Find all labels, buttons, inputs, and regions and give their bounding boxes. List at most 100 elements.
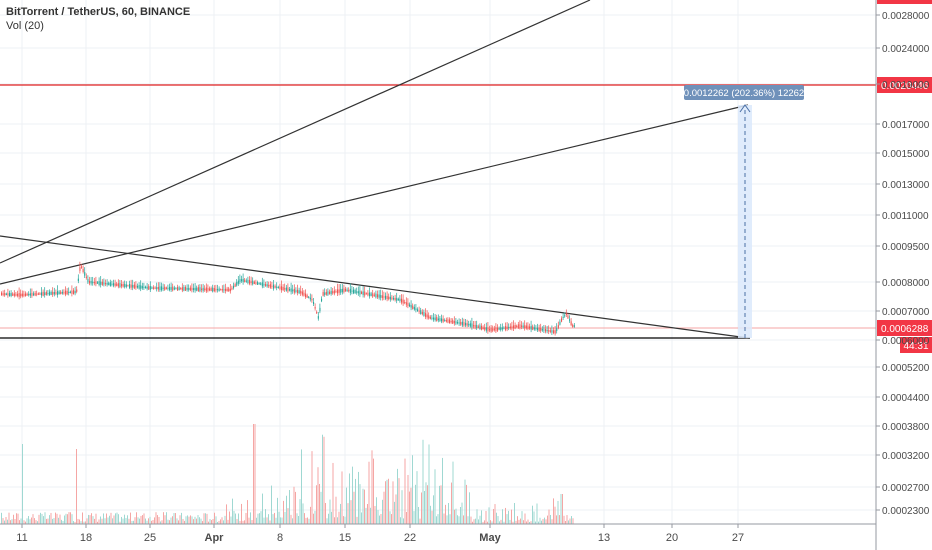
volume-bar (421, 492, 422, 524)
volume-bar (517, 516, 518, 524)
candle-body (282, 287, 284, 291)
volume-bar (373, 458, 374, 524)
volume-bar (452, 461, 454, 524)
volume-bar (355, 478, 356, 524)
candle-body (442, 318, 444, 322)
symbol-title[interactable]: BitTorrent / TetherUS, 60, BINANCE (6, 6, 191, 18)
volume-bar (163, 512, 164, 524)
volume-bar (122, 518, 124, 524)
volume-bar (82, 512, 83, 524)
candle-body (69, 291, 71, 294)
volume-bar (449, 514, 451, 524)
candle-body (73, 290, 75, 295)
candle-body (180, 288, 182, 290)
candle-body (549, 330, 551, 332)
volume-bar (8, 512, 10, 524)
volume-bar (422, 439, 424, 524)
candle-body (228, 288, 230, 292)
volume-bar (391, 514, 392, 524)
measure-tool[interactable]: 0.0012262 (202.36%) 12262 (684, 85, 804, 338)
candle-body (63, 291, 65, 294)
candle-body (562, 316, 564, 318)
volume-bar (193, 519, 194, 524)
volume-bar (431, 510, 433, 524)
volume-bar (263, 517, 265, 524)
candle-body (39, 293, 41, 295)
candle-body (170, 287, 172, 290)
volume-bar (145, 518, 146, 524)
volume-bar (550, 514, 551, 524)
volume-bar (533, 511, 535, 524)
volume-bar (269, 520, 271, 524)
candle-body (404, 302, 406, 304)
price-tick-label: 0.0003800 (882, 422, 930, 433)
candle-body (556, 328, 558, 332)
candle-body (453, 320, 455, 324)
candle-body (377, 294, 379, 298)
candle-body (10, 293, 12, 296)
candle-body (7, 293, 9, 296)
volume-bar (74, 521, 76, 524)
volume-bar (473, 519, 475, 524)
volume-bar (16, 513, 17, 524)
candle-body (293, 288, 295, 293)
volume-bar (439, 485, 440, 524)
volume-bar (479, 515, 481, 524)
time-tick-label: 13 (598, 532, 610, 544)
volume-bar (427, 485, 428, 524)
volume-bar (508, 510, 509, 524)
volume-bar (235, 513, 236, 524)
candle-body (428, 315, 430, 319)
candle-body (410, 305, 412, 308)
volume-bar (412, 455, 413, 524)
candle-body (479, 325, 481, 330)
volume-bar (286, 495, 287, 524)
volume-bar (520, 518, 521, 524)
candle-body (346, 289, 348, 291)
volume-bar (379, 515, 380, 524)
candle-body (295, 290, 297, 293)
candle-body (345, 288, 347, 292)
volume-bar (197, 515, 199, 524)
volume-bar (368, 461, 370, 524)
volume-bar (137, 517, 139, 524)
volume-bar (349, 473, 350, 524)
candle-body (66, 290, 68, 295)
volume-indicator-label[interactable]: Vol (20) (6, 20, 44, 32)
candle-body (340, 288, 342, 293)
candle-body (169, 286, 171, 291)
volume-bar (371, 450, 373, 524)
candle-body (444, 319, 446, 322)
volume-bar (430, 505, 431, 524)
volume-bar (170, 517, 172, 524)
volume-bar (254, 424, 256, 524)
volume-bar (491, 521, 493, 524)
volume-bar (118, 514, 119, 524)
candle-body (239, 278, 241, 283)
volume-bar (451, 482, 452, 524)
candle-body (522, 325, 524, 328)
candle-body (82, 269, 84, 272)
volume-bar (277, 497, 278, 524)
volume-bar (337, 517, 338, 524)
candle-body (498, 328, 500, 330)
volume-bar (107, 517, 109, 524)
volume-bar (88, 514, 89, 524)
volume-bar (569, 518, 571, 524)
volume-bar (34, 518, 35, 524)
volume-bar (26, 518, 28, 524)
candle-body (18, 293, 20, 297)
candle-body (524, 325, 526, 329)
volume-bar (308, 518, 310, 524)
volume-bar (250, 512, 251, 524)
volume-bar (442, 457, 443, 524)
volume-bar (80, 521, 82, 524)
resistance-price-text: 0.0020446 (881, 81, 929, 92)
candle-body (242, 278, 244, 283)
volume-bar (161, 520, 163, 524)
candle-body (135, 285, 137, 288)
candle-body (322, 292, 324, 296)
candle-body (165, 287, 167, 290)
candle-body (297, 289, 299, 294)
